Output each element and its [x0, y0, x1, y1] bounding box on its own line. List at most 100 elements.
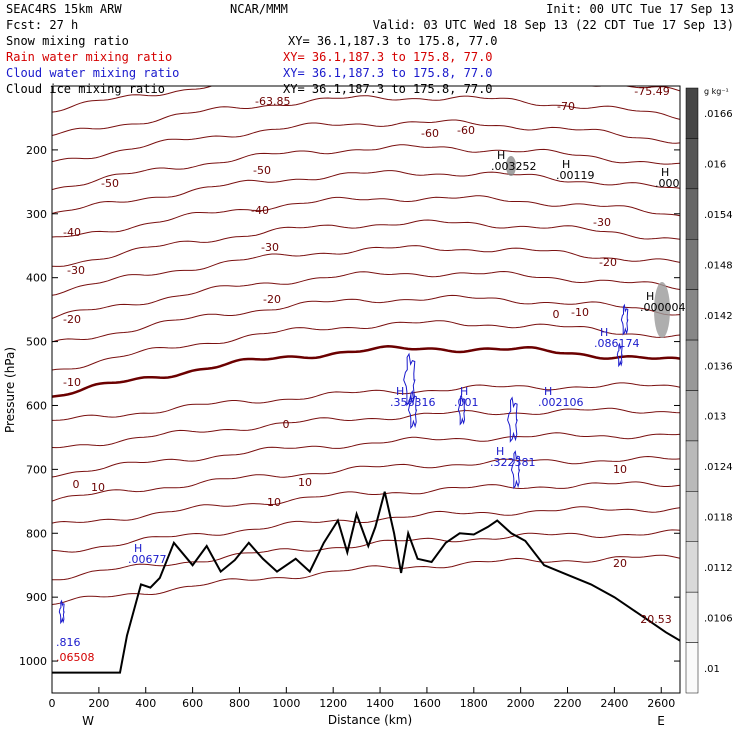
- field-label-cloud-water: Cloud water mixing ratio: [6, 66, 179, 80]
- colorbar-cell: [685, 642, 699, 694]
- y-tick-label: 500: [26, 336, 47, 349]
- x-tick-label: 400: [135, 697, 156, 710]
- y-tick-label: 1000: [19, 655, 47, 668]
- isotherm-contour: [52, 529, 680, 581]
- isotherm-contour: [52, 506, 680, 553]
- isotherm-contour: [52, 86, 680, 113]
- extremum-value: .001: [454, 396, 479, 409]
- init-time: Init: 00 UTC Tue 17 Sep 13: [546, 2, 734, 16]
- y-tick-label: 900: [26, 591, 47, 604]
- forecast-hour: Fcst: 27 h: [6, 18, 78, 32]
- colorbar-tick-label: .0112: [704, 563, 733, 574]
- x-tick-label: 2400: [600, 697, 628, 710]
- colorbar-cell: [685, 390, 699, 442]
- temperature-contour-label: -20: [263, 293, 281, 306]
- temperature-contour-label: -50: [101, 177, 119, 190]
- extremum-marker: H: [396, 385, 404, 398]
- field-label-rain: Rain water mixing ratio: [6, 50, 172, 64]
- extremum-value: .356316: [390, 396, 436, 409]
- east-label: E: [657, 714, 665, 728]
- temperature-contour-label: 10: [91, 481, 105, 494]
- colorbar-cell: [685, 239, 699, 290]
- field-label-snow: Snow mixing ratio: [6, 34, 129, 48]
- colorbar-cell: [685, 491, 699, 543]
- x-tick-label: 200: [88, 697, 109, 710]
- x-tick-label: 1400: [366, 697, 394, 710]
- extremum-value: .816: [56, 636, 81, 649]
- y-tick-label: 800: [26, 527, 47, 540]
- cloud-water-cell: [620, 303, 629, 336]
- colorbar-tick-label: .0142: [704, 311, 733, 322]
- field-xy-rain: XY= 36.1,187.3 to 175.8, 77.0: [283, 50, 493, 64]
- isotherm-contour: [52, 294, 680, 343]
- colorbar-tick-label: .0124: [704, 462, 733, 473]
- temperature-contour-label: -40: [251, 204, 269, 217]
- extremum-value: .000: [655, 177, 680, 190]
- x-tick-label: 1200: [319, 697, 347, 710]
- colorbar-tick-label: .016: [704, 160, 726, 171]
- temperature-contours: [52, 86, 680, 605]
- extremum-value: .00119: [556, 169, 595, 182]
- x-tick-label: 1600: [413, 697, 441, 710]
- y-tick-label: 700: [26, 463, 47, 476]
- colorbar-cell: [685, 591, 699, 643]
- isotherm-contour: [52, 195, 680, 238]
- temperature-contour-label: -10: [63, 376, 81, 389]
- colorbar-tick-label: .0148: [704, 260, 733, 271]
- x-tick-label: 0: [49, 697, 56, 710]
- temperature-contour-label: 20.53: [640, 613, 672, 626]
- cloud-water-contours: [58, 303, 629, 625]
- temperature-contour-label: -75.49: [634, 85, 669, 98]
- cloud-water-cell: [616, 342, 623, 368]
- field-label-cloud-ice: Cloud ice mixing ratio: [6, 82, 165, 96]
- x-axis: 0 200 400 600 800 1000 1200 1400 1600 1800 2000 220…: [49, 687, 675, 710]
- cloud-water-cell: [407, 390, 418, 430]
- colorbar-cell: [685, 188, 699, 240]
- colorbar-cell: [685, 138, 699, 190]
- west-label: W: [82, 714, 94, 728]
- org-title: NCAR/MMM: [230, 2, 288, 16]
- terrain-line: [52, 491, 680, 674]
- temperature-contour-label: 0: [553, 308, 560, 321]
- colorbar: g kg⁻¹ .01 .0106 .0112 .0118 .0124 .013 .0136.…: [685, 87, 733, 694]
- colorbar-cell: [685, 541, 699, 593]
- colorbar-unit: g kg⁻¹: [704, 87, 729, 96]
- y-tick-label: 300: [26, 208, 47, 221]
- contour-labels: -75.49 -70 -60 -60 -50 -50 -40 -40 -30 -30 -30 -20 -…: [56, 85, 686, 664]
- model-title: SEAC4RS 15km ARW: [6, 2, 122, 16]
- colorbar-tick-label: .0136: [704, 361, 733, 372]
- temperature-contour-label: 10: [298, 476, 312, 489]
- temperature-contour-label: -30: [261, 241, 279, 254]
- extremum-value: .003252: [491, 160, 537, 173]
- cloud-water-cell: [457, 393, 466, 426]
- x-tick-label: 800: [229, 697, 250, 710]
- y-tick-label: 600: [26, 399, 47, 412]
- x-tick-label: 2000: [507, 697, 535, 710]
- x-tick-label: 2600: [647, 697, 675, 710]
- extremum-value: .322381: [490, 456, 536, 469]
- freezing-level-contour: [52, 345, 680, 398]
- colorbar-cell: [685, 440, 699, 492]
- temperature-contour-label: 0: [283, 418, 290, 431]
- snow-shading: [506, 156, 670, 338]
- temperature-contour-label: 0: [73, 478, 80, 491]
- colorbar-tick-label: .0106: [704, 613, 733, 624]
- extremum-marker: H: [497, 149, 505, 162]
- isotherm-contour: [52, 320, 680, 371]
- temperature-contour-label: -20: [63, 313, 81, 326]
- colorbar-tick-label: .01: [704, 664, 720, 675]
- x-tick-label: 600: [182, 697, 203, 710]
- field-xy-cloud-water: XY= 36.1,187.3 to 175.8, 77.0: [283, 66, 493, 80]
- colorbar-cell: [685, 289, 699, 341]
- temperature-contour-label: -60: [457, 124, 475, 137]
- temperature-contour-label: -50: [253, 164, 271, 177]
- x-tick-label: 2200: [554, 697, 582, 710]
- colorbar-tick-label: .0118: [704, 513, 733, 524]
- field-xy-snow: XY= 36.1,187.3 to 175.8, 77.0: [288, 34, 498, 48]
- extremum-marker: H: [460, 385, 468, 398]
- extremum-value: .086174: [594, 337, 640, 350]
- field-xy-cloud-ice: XY= 36.1,187.3 to 175.8, 77.0: [283, 82, 493, 96]
- extremum-value: -63.85: [255, 95, 290, 108]
- cloud-water-cell: [507, 396, 518, 443]
